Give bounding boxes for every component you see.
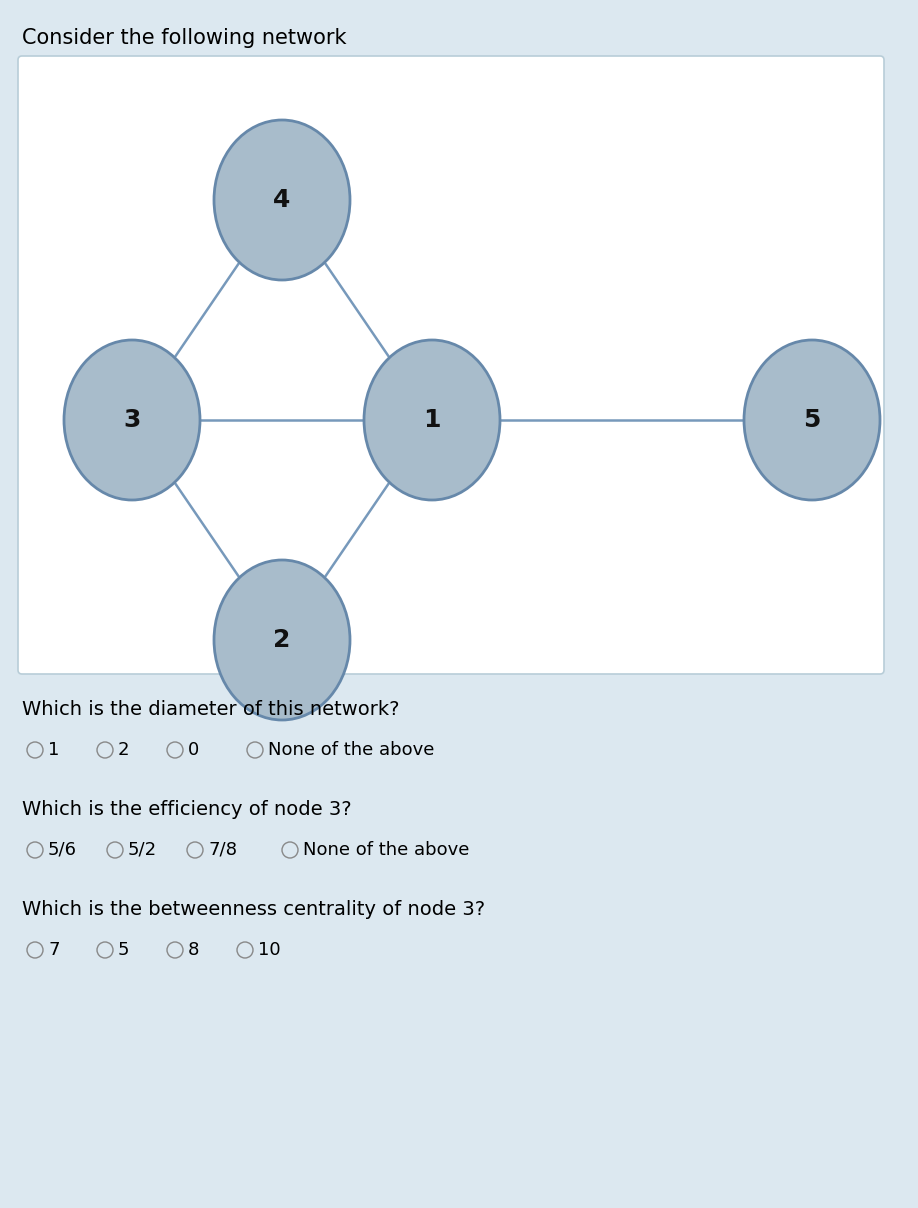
Text: 1: 1 (48, 741, 60, 759)
Ellipse shape (64, 339, 200, 500)
Text: 5: 5 (118, 941, 129, 959)
Circle shape (282, 842, 298, 858)
Circle shape (167, 942, 183, 958)
Text: 5/6: 5/6 (48, 841, 77, 859)
Text: 5/2: 5/2 (128, 841, 157, 859)
Text: 10: 10 (258, 941, 281, 959)
Text: 4: 4 (274, 188, 291, 211)
Circle shape (97, 742, 113, 757)
Text: None of the above: None of the above (268, 741, 434, 759)
Text: 5: 5 (803, 408, 821, 432)
Circle shape (107, 842, 123, 858)
Circle shape (247, 742, 263, 757)
Text: 7/8: 7/8 (208, 841, 237, 859)
Ellipse shape (744, 339, 880, 500)
Ellipse shape (214, 120, 350, 280)
Circle shape (167, 742, 183, 757)
Text: Which is the betweenness centrality of node 3?: Which is the betweenness centrality of n… (22, 900, 485, 919)
Text: 7: 7 (48, 941, 60, 959)
Text: None of the above: None of the above (303, 841, 469, 859)
Text: Which is the efficiency of node 3?: Which is the efficiency of node 3? (22, 800, 352, 819)
Text: 1: 1 (423, 408, 441, 432)
Text: Consider the following network: Consider the following network (22, 28, 346, 48)
Circle shape (27, 842, 43, 858)
Ellipse shape (214, 561, 350, 720)
FancyBboxPatch shape (18, 56, 884, 674)
Text: 8: 8 (188, 941, 199, 959)
Circle shape (237, 942, 253, 958)
Circle shape (187, 842, 203, 858)
Circle shape (27, 742, 43, 757)
Ellipse shape (364, 339, 500, 500)
Circle shape (97, 942, 113, 958)
Text: Which is the diameter of this network?: Which is the diameter of this network? (22, 699, 399, 719)
Text: 2: 2 (274, 628, 291, 652)
Circle shape (27, 942, 43, 958)
Text: 3: 3 (123, 408, 140, 432)
Text: 0: 0 (188, 741, 199, 759)
Text: 2: 2 (118, 741, 129, 759)
